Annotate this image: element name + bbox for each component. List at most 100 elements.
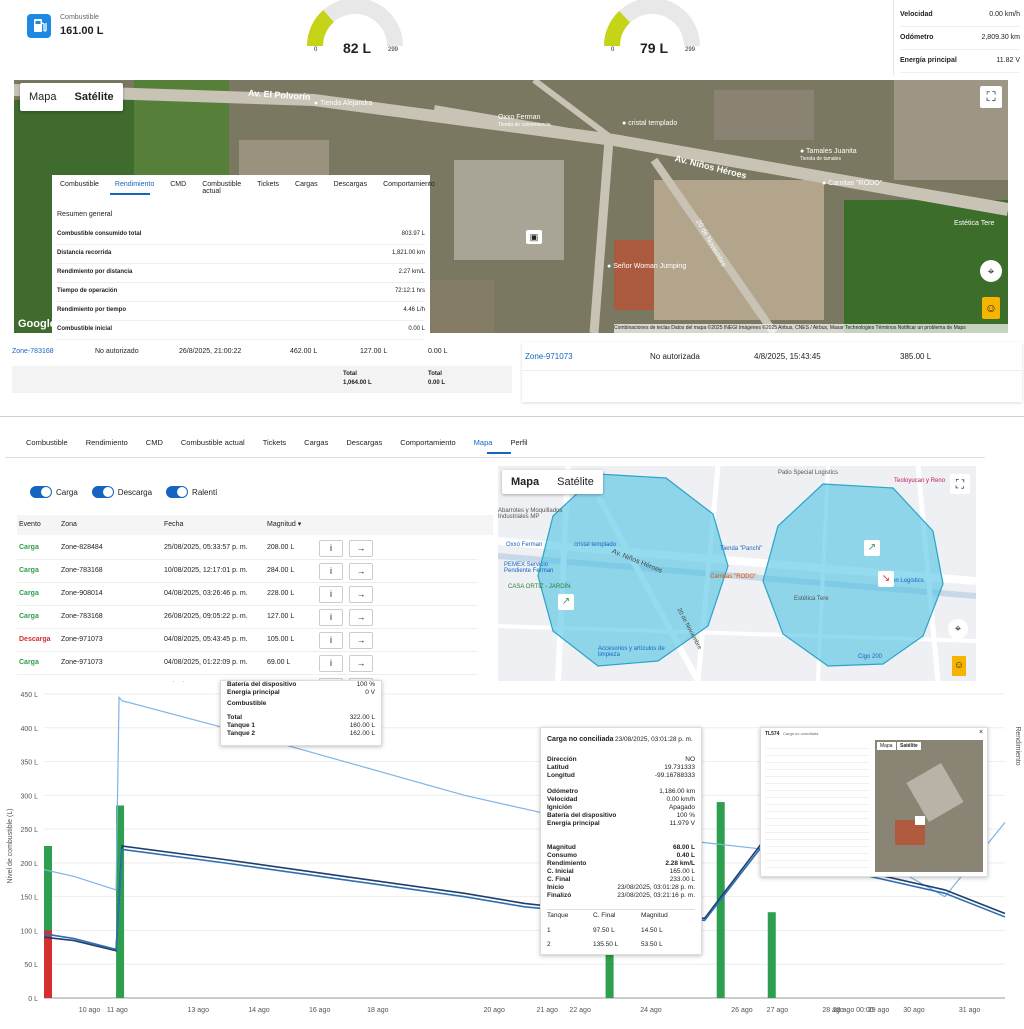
- summary-row: Combustible consumido total 803.97 L: [57, 225, 425, 245]
- poi-cristal[interactable]: ● cristal templado: [622, 120, 678, 127]
- event-type: Carga: [19, 613, 39, 620]
- performance-panel: Combustible Rendimiento CMD Combustible act…: [52, 175, 435, 340]
- tab-comportamiento[interactable]: Comportamiento: [383, 181, 435, 188]
- toggle-carga[interactable]: [30, 486, 52, 498]
- map2-fullscreen-icon[interactable]: ⛶: [950, 474, 970, 494]
- tab-tickets[interactable]: Tickets: [257, 181, 280, 188]
- main-tab-rendimiento[interactable]: Rendimiento: [85, 438, 128, 447]
- info-icon[interactable]: i: [319, 563, 343, 580]
- summary-label: Rendimiento por tiempo: [57, 307, 126, 313]
- chart-tooltip-fuel: Batería del dispositivo 100 % Energía pri…: [220, 680, 382, 746]
- table-row[interactable]: Carga Zone-971073 04/08/2025, 01:22:09 p. …: [17, 651, 477, 675]
- info-icon[interactable]: i: [319, 540, 343, 557]
- toggle-group: Carga Descarga Ralentí: [30, 486, 217, 498]
- main-tab-cmd[interactable]: CMD: [145, 438, 163, 447]
- sort-magnitude[interactable]: Magnitud ▾: [267, 521, 302, 528]
- x-tick-label: 28 ago 00:00: [833, 1007, 874, 1014]
- main-tabs: Combustible Rendimiento CMD Combustible act…: [26, 438, 546, 447]
- event-type: Carga: [19, 590, 39, 597]
- map2-poi-logistics: Aquí en Logistics: [878, 578, 924, 584]
- map2-pegman-icon[interactable]: ☺: [952, 656, 966, 676]
- tab-rendimiento[interactable]: Rendimiento: [114, 181, 155, 188]
- satellite-mode-button[interactable]: Satélite: [74, 91, 114, 103]
- lower-active-tab-indicator: [487, 452, 511, 454]
- gauge-1-max: 299: [388, 47, 399, 53]
- tab-descargas[interactable]: Descargas: [333, 181, 368, 188]
- info-icon[interactable]: i: [319, 609, 343, 626]
- info-icon[interactable]: i: [319, 586, 343, 603]
- main-tab-combustible-actual[interactable]: Combustible actual: [180, 438, 245, 447]
- arrow-right-icon[interactable]: →: [349, 540, 373, 557]
- section-divider: [0, 416, 1024, 417]
- location-control-icon[interactable]: ⌖: [980, 260, 1002, 282]
- zone-link-right[interactable]: Zone-971073: [525, 352, 573, 361]
- map2-satellite-button[interactable]: Satélite: [557, 476, 594, 488]
- summary-label: Rendimiento por distancia: [57, 269, 133, 275]
- poi-woman-jumping[interactable]: ● Señor Woman Jumping: [607, 263, 687, 270]
- arrow-right-icon[interactable]: →: [349, 586, 373, 603]
- info-icon[interactable]: i: [319, 655, 343, 672]
- main-tab-perfil[interactable]: Perfil: [510, 438, 528, 447]
- poi-tamales[interactable]: ● Tamales Juanita Tienda de tamales: [800, 148, 857, 162]
- summary-label: Distancia recorrida: [57, 250, 112, 256]
- event-magnitude: 105.00 L: [267, 636, 295, 643]
- chart-bar: [116, 805, 125, 998]
- table-row[interactable]: Carga Zone-828484 25/08/2025, 05:33:57 p. …: [17, 536, 477, 560]
- stat-row-odometer: Odómetro 2,809.30 km: [900, 27, 1020, 50]
- load-marker-icon[interactable]: ↗: [558, 594, 574, 610]
- truck-marker-icon[interactable]: ▣: [526, 230, 542, 244]
- arrow-right-icon[interactable]: →: [349, 609, 373, 626]
- map2-poi-casa-ortiz: CASA ORTIZ - JARDÍN: [508, 584, 571, 590]
- street-map[interactable]: Mapa Satélite ⛶ ⌖ ☺ Patio Special Logist…: [498, 466, 976, 681]
- tab-cmd[interactable]: CMD: [170, 181, 187, 188]
- map2-poi-pemex: PEMEX Servicio Pendiente Ferman: [504, 562, 554, 574]
- event-date: 26/08/2025, 09:05:22 p. m.: [164, 613, 248, 620]
- map2-location-icon[interactable]: ⌖: [948, 619, 968, 639]
- event-magnitude: 228.00 L: [267, 590, 295, 597]
- main-tab-tickets[interactable]: Tickets: [262, 438, 287, 447]
- google-logo: Google: [18, 318, 56, 330]
- arrow-right-icon[interactable]: →: [349, 655, 373, 672]
- main-tab-comportamiento[interactable]: Comportamiento: [400, 438, 456, 447]
- pegman-icon[interactable]: ☺: [982, 297, 1000, 319]
- arrow-right-icon[interactable]: →: [349, 563, 373, 580]
- poi-estetica[interactable]: Estética Tere: [954, 220, 995, 227]
- poi-carnitas[interactable]: ● Carnitas "RODO": [822, 180, 883, 187]
- table-row[interactable]: Carga Zone-783168 26/08/2025, 09:05:22 p. …: [17, 605, 477, 629]
- event-magnitude: 127.00 L: [267, 613, 295, 620]
- unload-marker-icon[interactable]: ↘: [878, 571, 894, 587]
- poi-tienda-alejandra[interactable]: ● Tienda Alejandra: [314, 100, 373, 107]
- toggle-descarga[interactable]: [91, 486, 114, 498]
- zone-link[interactable]: Zone-783168: [12, 348, 54, 355]
- tab-cargas[interactable]: Cargas: [295, 181, 318, 188]
- x-tick-label: 29 ago: [868, 1007, 890, 1014]
- table-row[interactable]: Carga Zone-908014 04/08/2025, 03:26:46 p. …: [17, 582, 477, 606]
- map-type-control[interactable]: Mapa Satélite: [20, 83, 123, 111]
- table-row[interactable]: Carga Zone-783168 10/08/2025, 12:17:01 p. …: [17, 559, 477, 583]
- main-tab-combustible[interactable]: Combustible: [26, 438, 68, 447]
- main-tab-descargas[interactable]: Descargas: [346, 438, 383, 447]
- main-tab-cargas[interactable]: Cargas: [304, 438, 329, 447]
- fullscreen-icon[interactable]: ⛶: [980, 86, 1002, 108]
- map-mode-button[interactable]: Mapa: [29, 91, 57, 103]
- mini-satellite-map[interactable]: Mapa Satélite: [875, 740, 983, 872]
- arrow-right-icon[interactable]: →: [349, 632, 373, 649]
- event-date: 04/08/2025, 03:26:46 p. m.: [164, 590, 248, 597]
- load-marker-icon-2[interactable]: ↗: [864, 540, 880, 556]
- fuel-gauge-2: [602, 0, 702, 58]
- table-row[interactable]: Descarga Zone-971073 04/08/2025, 05:43:45 …: [17, 628, 477, 652]
- main-tab-mapa[interactable]: Mapa: [473, 438, 493, 447]
- toggle-ralenti[interactable]: [166, 486, 189, 498]
- map2-mode-button[interactable]: Mapa: [511, 476, 540, 488]
- tab-combustible[interactable]: Combustible: [60, 181, 99, 188]
- tab-combustible-actual[interactable]: Combustible actual: [202, 181, 242, 195]
- summary-value: 1,821.00 km: [391, 250, 425, 256]
- summary-label: Combustible consumido total: [57, 231, 142, 237]
- info-icon[interactable]: i: [319, 632, 343, 649]
- close-icon[interactable]: ×: [979, 729, 984, 736]
- tooltip-row: Inicio 23/08/2025, 03:01:28 p. m.: [547, 884, 695, 891]
- map2-type-control[interactable]: Mapa Satélite: [502, 470, 603, 494]
- fuel-pump-icon: [27, 14, 51, 38]
- map2-poi-accesorios: Accesorios y artículos de limpieza: [598, 646, 665, 658]
- poi-oxxo[interactable]: Oxxo Ferman Tienda de conveniencia: [498, 114, 551, 128]
